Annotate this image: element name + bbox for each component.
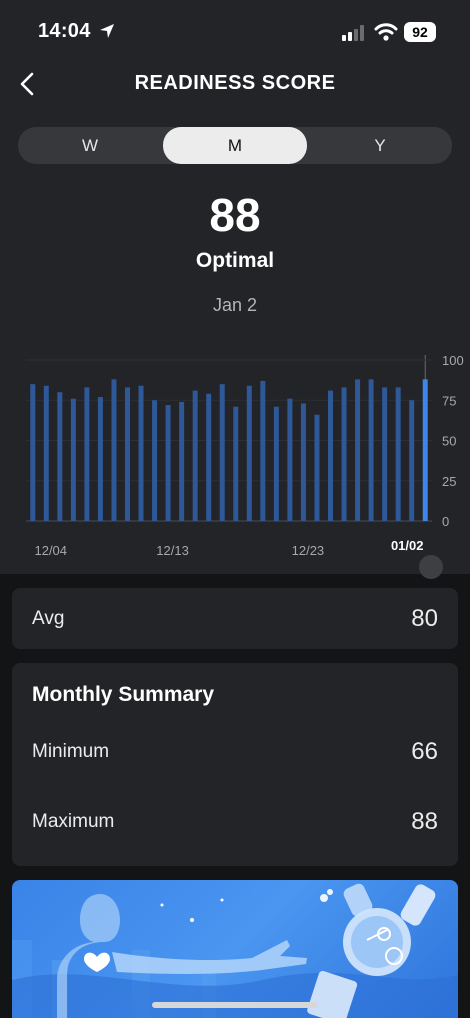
- chart-bar[interactable]: [260, 380, 266, 521]
- minimum-value: 66: [411, 738, 438, 765]
- chart-bar[interactable]: [70, 398, 76, 521]
- x-tick-label: 01/02: [391, 538, 424, 553]
- chart-bar[interactable]: [152, 400, 158, 521]
- y-tick-label: 100: [442, 353, 464, 368]
- chart-bar[interactable]: [314, 414, 320, 521]
- chart-bar[interactable]: [341, 387, 347, 521]
- chart-bar[interactable]: [273, 406, 279, 521]
- segment-week[interactable]: W: [81, 136, 99, 155]
- x-tick-label: 12/23: [292, 543, 325, 558]
- x-tick-label: 12/13: [156, 543, 189, 558]
- avg-card: Avg 80: [12, 588, 458, 649]
- promo-banner[interactable]: [12, 880, 458, 1018]
- chart-bar[interactable]: [179, 401, 185, 521]
- scrub-handle[interactable]: [419, 555, 443, 579]
- segment-month[interactable]: M: [163, 127, 307, 164]
- avg-label: Avg: [32, 608, 65, 629]
- chart-bar[interactable]: [84, 387, 90, 521]
- chart-bar[interactable]: [43, 385, 49, 521]
- page-title: READINESS SCORE: [134, 72, 336, 94]
- home-indicator[interactable]: [152, 1002, 318, 1008]
- summary-title: Monthly Summary: [32, 683, 215, 706]
- chart-bar[interactable]: [287, 398, 293, 521]
- cellular-signal-icon: [342, 25, 364, 41]
- chart-bar[interactable]: [246, 385, 252, 521]
- chart-bar[interactable]: [206, 393, 212, 521]
- promo-illustration: [12, 883, 458, 1018]
- chart-bar[interactable]: [192, 390, 198, 521]
- chart-bar-selected[interactable]: [422, 379, 428, 521]
- maximum-label: Maximum: [32, 811, 115, 832]
- y-tick-label: 50: [442, 434, 456, 449]
- chart-bar[interactable]: [300, 403, 306, 521]
- chart-bar[interactable]: [138, 385, 144, 521]
- chart-bar[interactable]: [165, 405, 171, 521]
- maximum-value: 88: [411, 808, 438, 835]
- chart-bar[interactable]: [409, 400, 415, 521]
- chart-bar[interactable]: [125, 387, 130, 521]
- segment-year[interactable]: Y: [374, 136, 386, 155]
- chart-bar[interactable]: [233, 406, 239, 521]
- chart-bar[interactable]: [395, 387, 401, 521]
- y-tick-label: 25: [442, 474, 456, 489]
- period-segmented-control: W M Y: [18, 127, 452, 164]
- chart-bar[interactable]: [355, 379, 361, 521]
- readiness-bar-chart[interactable]: 100 75 50 25 0 12/04 12/13 12/23 01/02: [0, 345, 470, 565]
- chart-bar[interactable]: [382, 387, 388, 521]
- chart-bar[interactable]: [328, 390, 333, 521]
- y-tick-label: 0: [442, 514, 449, 529]
- status-bar: 14:04 92: [0, 0, 470, 62]
- x-tick-label: 12/04: [34, 543, 67, 558]
- wifi-icon: [374, 23, 398, 41]
- readiness-score-value: 88: [209, 189, 261, 241]
- chart-bar[interactable]: [111, 379, 117, 521]
- chart-bar[interactable]: [57, 392, 63, 521]
- panel-curve: [0, 560, 470, 574]
- location-arrow-icon: [100, 24, 114, 38]
- chart-bar[interactable]: [97, 397, 103, 521]
- readiness-status: Optimal: [195, 249, 275, 272]
- minimum-label: Minimum: [32, 741, 110, 762]
- chevron-left-icon[interactable]: [14, 68, 42, 100]
- battery-indicator: 92: [404, 22, 436, 42]
- monthly-summary-card: Monthly Summary Minimum 66 Maximum 88: [12, 663, 458, 866]
- avg-value: 80: [411, 605, 438, 632]
- y-tick-label: 75: [442, 393, 456, 408]
- selected-date: Jan 2: [212, 295, 258, 315]
- chart-bar[interactable]: [219, 384, 225, 521]
- chart-bar[interactable]: [368, 379, 374, 521]
- chart-bar[interactable]: [30, 384, 36, 521]
- status-time: 14:04: [38, 20, 91, 42]
